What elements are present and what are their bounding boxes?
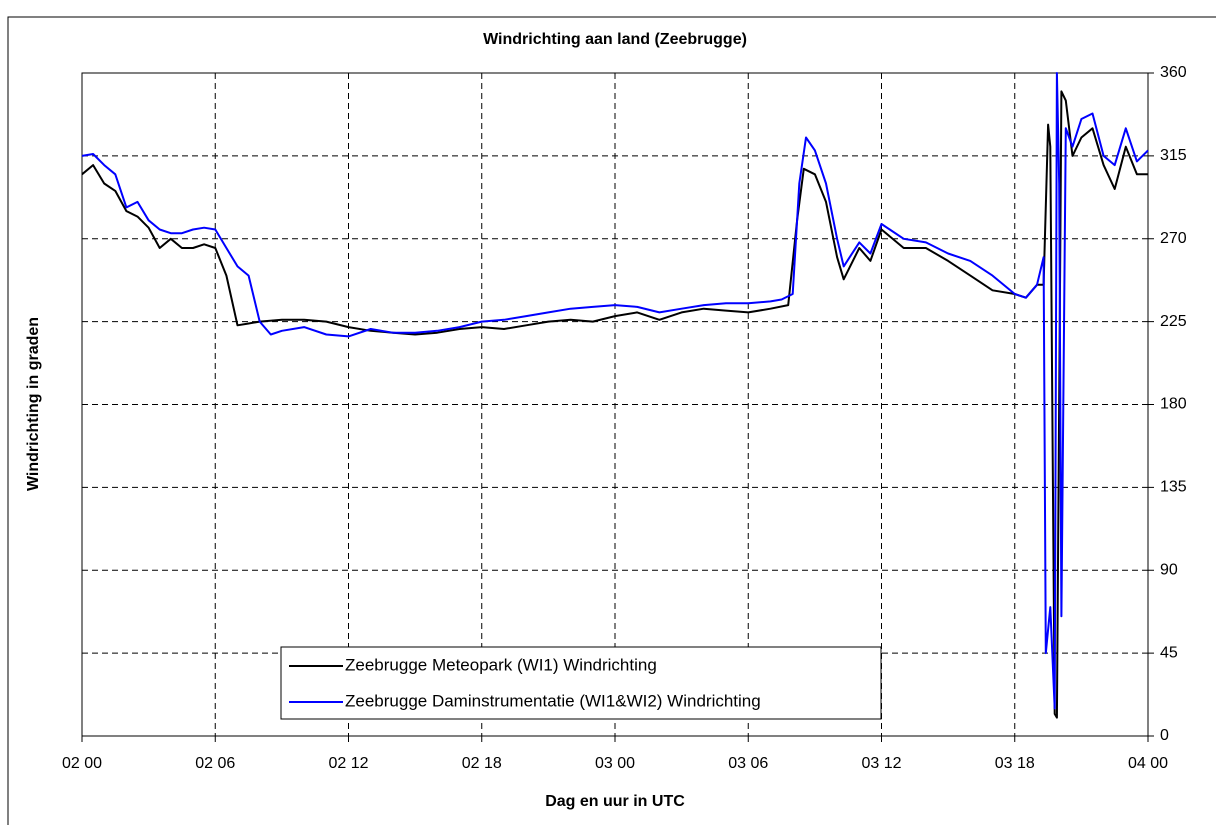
x-tick-label: 02 00 <box>62 755 102 772</box>
plot-frame <box>81 72 1149 737</box>
legend-box <box>280 646 882 720</box>
x-tick-label: 03 00 <box>595 755 635 772</box>
y-tick-label: 45 <box>1160 644 1178 661</box>
y-tick-label: 0 <box>1160 727 1169 744</box>
x-tick-label: 03 06 <box>728 755 768 772</box>
x-tick-label: 03 12 <box>861 755 901 772</box>
y-tick-label: 315 <box>1160 147 1187 164</box>
chart-border <box>7 16 1216 830</box>
x-tick-label: 02 06 <box>195 755 235 772</box>
series-line <box>81 90 1148 719</box>
y-tick-label: 225 <box>1160 313 1187 330</box>
x-tick-label: 04 00 <box>1128 755 1168 772</box>
y-tick-label: 135 <box>1160 479 1187 496</box>
y-tick-label: 360 <box>1160 64 1187 81</box>
legend-label: Zeebrugge Meteopark (WI1) Windrichting <box>345 655 657 674</box>
chart-title: Windrichting aan land (Zeebrugge) <box>483 31 747 48</box>
series-line <box>81 72 1149 710</box>
y-axis-label: Windrichting in graden <box>25 317 42 491</box>
x-tick-label: 03 18 <box>995 755 1035 772</box>
legend-label: Zeebrugge Daminstrumentatie (WI1&WI2) Wi… <box>345 691 761 710</box>
y-tick-label: 90 <box>1160 561 1178 578</box>
y-tick-label: 180 <box>1160 396 1187 413</box>
x-tick-label: 02 18 <box>462 755 502 772</box>
x-axis-label: Dag en uur in UTC <box>545 793 685 810</box>
y-tick-label: 270 <box>1160 230 1187 247</box>
x-tick-label: 02 12 <box>328 755 368 772</box>
legend: Zeebrugge Meteopark (WI1) Windrichting Ze… <box>280 646 882 720</box>
